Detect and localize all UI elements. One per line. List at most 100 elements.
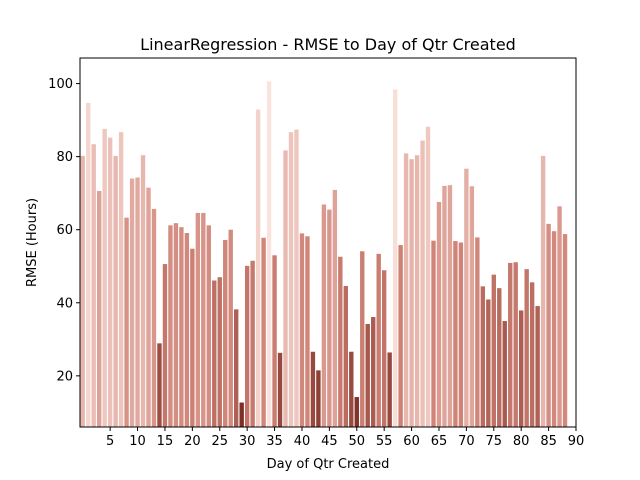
bar (91, 144, 96, 427)
bar (206, 225, 211, 427)
bar (310, 351, 316, 427)
bar (107, 137, 113, 427)
bar (546, 223, 551, 427)
bar (414, 155, 420, 427)
x-tick-label: 70 (458, 434, 475, 449)
bar (524, 269, 529, 427)
x-tick-label: 15 (157, 434, 174, 449)
chart-title: LinearRegression - RMSE to Day of Qtr Cr… (140, 35, 516, 54)
bar (420, 140, 425, 427)
bar (491, 274, 496, 427)
x-tick-label: 40 (294, 434, 311, 449)
bar (146, 187, 151, 427)
bar (140, 155, 146, 427)
bar (371, 317, 376, 427)
bar (151, 208, 157, 427)
bar (513, 262, 518, 427)
bar (195, 212, 201, 427)
x-tick-label: 65 (431, 434, 448, 449)
bar (529, 282, 535, 427)
bar (113, 155, 118, 427)
plot-frame (79, 57, 577, 428)
bar (387, 352, 392, 427)
bar (480, 286, 486, 427)
bar (272, 255, 277, 427)
bar (458, 242, 464, 427)
x-tick-label: 20 (184, 434, 201, 449)
bar (562, 234, 568, 427)
x-tick-label: 5 (106, 434, 114, 449)
x-tick-label: 10 (129, 434, 146, 449)
bar (316, 370, 321, 427)
y-axis-label: RMSE (Hours) (25, 198, 40, 287)
bar (162, 264, 168, 427)
x-axis-ticks: 5 10 15 20 25 30 35 40 45 50 55 60 65 70 75 80 85 90 (106, 427, 584, 449)
bar (497, 288, 502, 427)
bar (332, 189, 338, 427)
bar (299, 233, 305, 427)
bar (376, 253, 381, 427)
bar (392, 89, 398, 428)
bar (321, 204, 327, 427)
x-tick-label: 35 (266, 434, 283, 449)
bar (398, 245, 403, 427)
bar (190, 248, 195, 427)
bar (464, 168, 469, 427)
x-tick-label: 80 (513, 434, 530, 449)
bar (184, 233, 190, 427)
bar (365, 323, 370, 427)
bar (343, 285, 348, 427)
bar (118, 132, 124, 428)
y-tick-label: 40 (56, 296, 73, 311)
bar (354, 397, 359, 427)
y-tick-label: 80 (56, 150, 73, 165)
bar (551, 231, 557, 427)
bar (475, 237, 480, 427)
bar (540, 155, 546, 427)
bar (250, 260, 255, 427)
bar (86, 102, 91, 427)
bar (557, 206, 562, 427)
bar (244, 265, 250, 427)
bar (403, 153, 409, 428)
bar (294, 129, 299, 428)
y-tick-label: 60 (56, 223, 73, 238)
bar (212, 280, 217, 427)
y-axis-ticks: 20 40 60 80 100 (48, 77, 80, 384)
bar (349, 351, 354, 427)
x-tick-label: 55 (376, 434, 393, 449)
bar (179, 227, 184, 427)
bar (283, 150, 288, 427)
bar (261, 237, 266, 427)
bar (124, 217, 129, 427)
bar (201, 212, 206, 427)
bar (535, 306, 540, 427)
bar (469, 186, 475, 427)
bar (173, 223, 179, 427)
bar (431, 240, 436, 427)
bar (486, 299, 491, 427)
bar (360, 251, 365, 427)
y-tick-label: 100 (48, 77, 73, 92)
bar (217, 277, 222, 427)
x-tick-label: 25 (211, 434, 228, 449)
bar (80, 155, 85, 427)
bars-group (80, 81, 568, 428)
bar (305, 236, 310, 427)
bar (129, 178, 135, 427)
bar (519, 310, 524, 427)
x-tick-label: 85 (540, 434, 557, 449)
x-tick-label: 90 (568, 434, 585, 449)
bar (338, 256, 343, 427)
bar (255, 109, 261, 427)
bar (102, 128, 107, 427)
bar (442, 185, 447, 427)
bar (234, 309, 239, 427)
bar (381, 270, 387, 427)
bar (409, 159, 414, 427)
bar (157, 343, 162, 427)
x-tick-label: 75 (486, 434, 503, 449)
y-tick-label: 20 (56, 369, 73, 384)
bar (447, 185, 453, 427)
bar (96, 190, 102, 427)
